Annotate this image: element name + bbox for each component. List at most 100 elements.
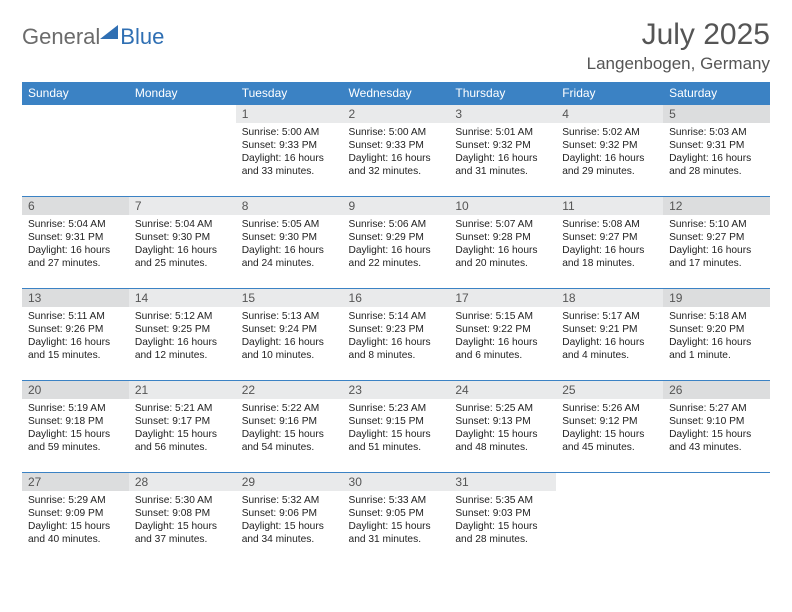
day-number: 27 [22,473,129,491]
calendar-day-cell: 22Sunrise: 5:22 AMSunset: 9:16 PMDayligh… [236,381,343,473]
day-number: 3 [449,105,556,123]
day-number: 13 [22,289,129,307]
day-number: 26 [663,381,770,399]
day-details: Sunrise: 5:18 AMSunset: 9:20 PMDaylight:… [663,307,770,366]
day-details: Sunrise: 5:11 AMSunset: 9:26 PMDaylight:… [22,307,129,366]
calendar-day-cell: 24Sunrise: 5:25 AMSunset: 9:13 PMDayligh… [449,381,556,473]
calendar-day-cell: 18Sunrise: 5:17 AMSunset: 9:21 PMDayligh… [556,289,663,381]
calendar-day-cell: 21Sunrise: 5:21 AMSunset: 9:17 PMDayligh… [129,381,236,473]
sail-icon [100,25,118,39]
day-number: 15 [236,289,343,307]
day-number: 31 [449,473,556,491]
day-number: 7 [129,197,236,215]
day-number: 6 [22,197,129,215]
calendar-day-cell: 15Sunrise: 5:13 AMSunset: 9:24 PMDayligh… [236,289,343,381]
location: Langenbogen, Germany [587,54,770,74]
day-number: 29 [236,473,343,491]
calendar-day-cell: 7Sunrise: 5:04 AMSunset: 9:30 PMDaylight… [129,197,236,289]
day-number: 18 [556,289,663,307]
day-details: Sunrise: 5:02 AMSunset: 9:32 PMDaylight:… [556,123,663,182]
calendar-day-cell: 4Sunrise: 5:02 AMSunset: 9:32 PMDaylight… [556,105,663,197]
calendar-week-row: 27Sunrise: 5:29 AMSunset: 9:09 PMDayligh… [22,473,770,565]
day-number: 5 [663,105,770,123]
day-details: Sunrise: 5:19 AMSunset: 9:18 PMDaylight:… [22,399,129,458]
calendar-day-cell: 9Sunrise: 5:06 AMSunset: 9:29 PMDaylight… [343,197,450,289]
day-details: Sunrise: 5:21 AMSunset: 9:17 PMDaylight:… [129,399,236,458]
calendar-body: 1Sunrise: 5:00 AMSunset: 9:33 PMDaylight… [22,105,770,565]
day-details: Sunrise: 5:04 AMSunset: 9:31 PMDaylight:… [22,215,129,274]
day-details: Sunrise: 5:00 AMSunset: 9:33 PMDaylight:… [236,123,343,182]
day-number: 1 [236,105,343,123]
calendar-header-row: Sunday Monday Tuesday Wednesday Thursday… [22,82,770,105]
day-details: Sunrise: 5:25 AMSunset: 9:13 PMDaylight:… [449,399,556,458]
day-details: Sunrise: 5:30 AMSunset: 9:08 PMDaylight:… [129,491,236,550]
day-details: Sunrise: 5:17 AMSunset: 9:21 PMDaylight:… [556,307,663,366]
day-details: Sunrise: 5:06 AMSunset: 9:29 PMDaylight:… [343,215,450,274]
calendar-day-cell: 30Sunrise: 5:33 AMSunset: 9:05 PMDayligh… [343,473,450,565]
calendar-day-cell: 29Sunrise: 5:32 AMSunset: 9:06 PMDayligh… [236,473,343,565]
day-header: Thursday [449,82,556,105]
day-number: 19 [663,289,770,307]
calendar-day-cell: 10Sunrise: 5:07 AMSunset: 9:28 PMDayligh… [449,197,556,289]
month-year: July 2025 [587,18,770,52]
calendar-day-cell: 31Sunrise: 5:35 AMSunset: 9:03 PMDayligh… [449,473,556,565]
day-details: Sunrise: 5:05 AMSunset: 9:30 PMDaylight:… [236,215,343,274]
day-number: 8 [236,197,343,215]
day-details: Sunrise: 5:01 AMSunset: 9:32 PMDaylight:… [449,123,556,182]
day-details: Sunrise: 5:26 AMSunset: 9:12 PMDaylight:… [556,399,663,458]
day-details: Sunrise: 5:08 AMSunset: 9:27 PMDaylight:… [556,215,663,274]
day-details: Sunrise: 5:04 AMSunset: 9:30 PMDaylight:… [129,215,236,274]
day-details: Sunrise: 5:32 AMSunset: 9:06 PMDaylight:… [236,491,343,550]
day-details: Sunrise: 5:15 AMSunset: 9:22 PMDaylight:… [449,307,556,366]
title-block: July 2025 Langenbogen, Germany [587,18,770,74]
day-details: Sunrise: 5:29 AMSunset: 9:09 PMDaylight:… [22,491,129,550]
header: General Blue July 2025 Langenbogen, Germ… [22,18,770,74]
day-number: 21 [129,381,236,399]
day-number: 24 [449,381,556,399]
day-details: Sunrise: 5:27 AMSunset: 9:10 PMDaylight:… [663,399,770,458]
calendar-week-row: 13Sunrise: 5:11 AMSunset: 9:26 PMDayligh… [22,289,770,381]
calendar-day-cell: 11Sunrise: 5:08 AMSunset: 9:27 PMDayligh… [556,197,663,289]
calendar-day-cell: 23Sunrise: 5:23 AMSunset: 9:15 PMDayligh… [343,381,450,473]
calendar-day-cell: 16Sunrise: 5:14 AMSunset: 9:23 PMDayligh… [343,289,450,381]
day-details: Sunrise: 5:00 AMSunset: 9:33 PMDaylight:… [343,123,450,182]
day-details: Sunrise: 5:13 AMSunset: 9:24 PMDaylight:… [236,307,343,366]
day-number: 25 [556,381,663,399]
day-number: 16 [343,289,450,307]
day-details: Sunrise: 5:03 AMSunset: 9:31 PMDaylight:… [663,123,770,182]
calendar-day-cell: 5Sunrise: 5:03 AMSunset: 9:31 PMDaylight… [663,105,770,197]
day-header: Friday [556,82,663,105]
day-details: Sunrise: 5:07 AMSunset: 9:28 PMDaylight:… [449,215,556,274]
day-number: 4 [556,105,663,123]
day-number: 2 [343,105,450,123]
calendar-day-cell: 12Sunrise: 5:10 AMSunset: 9:27 PMDayligh… [663,197,770,289]
calendar-day-cell: 2Sunrise: 5:00 AMSunset: 9:33 PMDaylight… [343,105,450,197]
calendar-week-row: 20Sunrise: 5:19 AMSunset: 9:18 PMDayligh… [22,381,770,473]
day-header: Tuesday [236,82,343,105]
day-details: Sunrise: 5:33 AMSunset: 9:05 PMDaylight:… [343,491,450,550]
calendar-day-cell [22,105,129,197]
calendar-day-cell: 3Sunrise: 5:01 AMSunset: 9:32 PMDaylight… [449,105,556,197]
day-number: 14 [129,289,236,307]
calendar-day-cell: 14Sunrise: 5:12 AMSunset: 9:25 PMDayligh… [129,289,236,381]
day-header: Wednesday [343,82,450,105]
day-header: Saturday [663,82,770,105]
day-details: Sunrise: 5:22 AMSunset: 9:16 PMDaylight:… [236,399,343,458]
calendar-day-cell: 28Sunrise: 5:30 AMSunset: 9:08 PMDayligh… [129,473,236,565]
day-header: Sunday [22,82,129,105]
brand-part2: Blue [120,24,164,50]
day-details: Sunrise: 5:12 AMSunset: 9:25 PMDaylight:… [129,307,236,366]
calendar-day-cell: 19Sunrise: 5:18 AMSunset: 9:20 PMDayligh… [663,289,770,381]
calendar-table: Sunday Monday Tuesday Wednesday Thursday… [22,82,770,565]
day-details: Sunrise: 5:23 AMSunset: 9:15 PMDaylight:… [343,399,450,458]
day-number: 11 [556,197,663,215]
day-details: Sunrise: 5:35 AMSunset: 9:03 PMDaylight:… [449,491,556,550]
day-number: 20 [22,381,129,399]
calendar-day-cell: 20Sunrise: 5:19 AMSunset: 9:18 PMDayligh… [22,381,129,473]
day-number: 22 [236,381,343,399]
day-number: 28 [129,473,236,491]
calendar-day-cell: 17Sunrise: 5:15 AMSunset: 9:22 PMDayligh… [449,289,556,381]
day-details: Sunrise: 5:10 AMSunset: 9:27 PMDaylight:… [663,215,770,274]
calendar-day-cell: 26Sunrise: 5:27 AMSunset: 9:10 PMDayligh… [663,381,770,473]
day-details: Sunrise: 5:14 AMSunset: 9:23 PMDaylight:… [343,307,450,366]
